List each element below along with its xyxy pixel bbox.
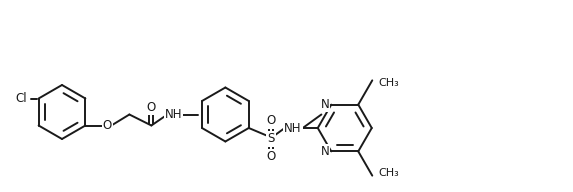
Text: O: O bbox=[266, 151, 276, 164]
Text: CH₃: CH₃ bbox=[378, 168, 399, 178]
Text: CH₃: CH₃ bbox=[378, 78, 399, 88]
Text: N: N bbox=[320, 145, 329, 158]
Text: S: S bbox=[267, 132, 274, 146]
Text: NH: NH bbox=[164, 108, 182, 121]
Text: O: O bbox=[266, 114, 276, 127]
Text: O: O bbox=[103, 119, 112, 132]
Text: Cl: Cl bbox=[15, 92, 26, 105]
Text: O: O bbox=[147, 101, 156, 114]
Text: N: N bbox=[320, 98, 329, 111]
Text: NH: NH bbox=[284, 122, 301, 135]
